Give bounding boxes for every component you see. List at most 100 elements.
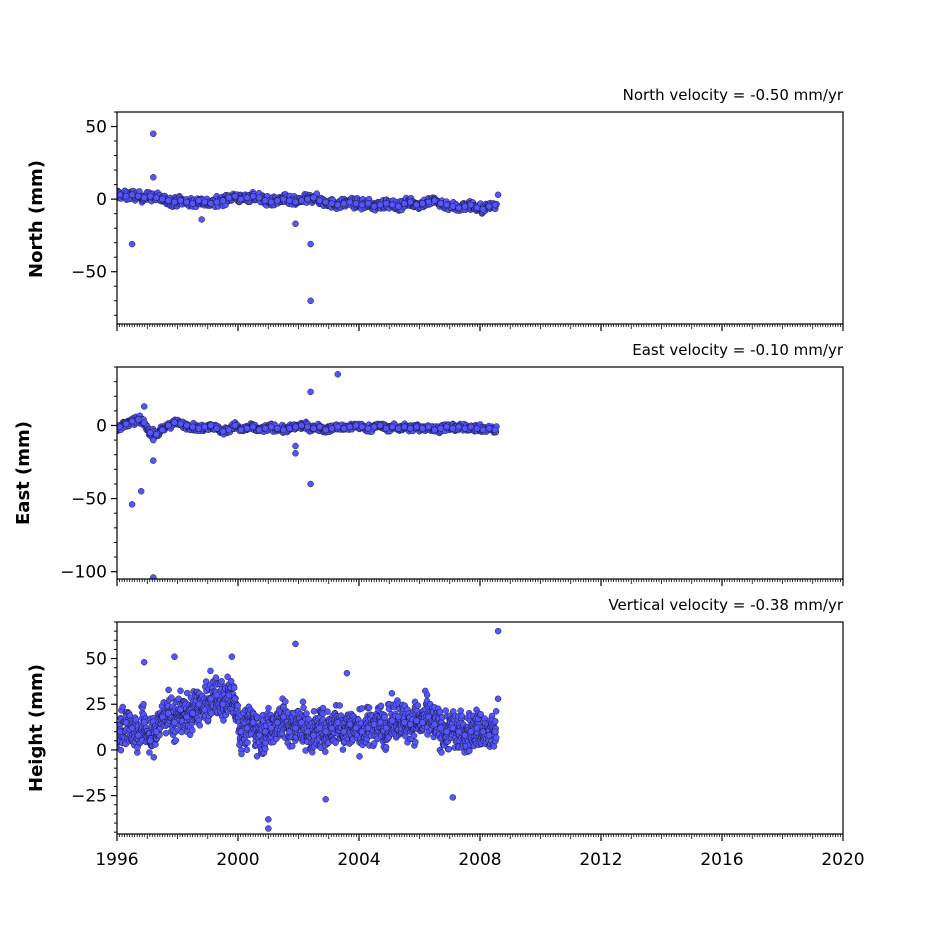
data-point <box>364 200 372 207</box>
data-point <box>364 724 372 732</box>
data-point <box>268 198 275 206</box>
data-point <box>466 747 473 755</box>
data-point <box>322 728 329 735</box>
data-point <box>122 192 130 200</box>
data-point <box>208 710 215 717</box>
data-point <box>340 425 348 432</box>
data-point <box>449 425 457 432</box>
data-point <box>307 388 314 396</box>
y-tick-label: −50 <box>71 263 107 283</box>
data-point <box>494 191 502 199</box>
data-point <box>324 708 331 715</box>
data-point <box>423 691 431 699</box>
data-point <box>189 423 196 431</box>
data-point <box>150 574 157 579</box>
data-point <box>358 201 366 209</box>
data-point <box>165 197 172 204</box>
data-point <box>352 724 360 732</box>
data-point <box>140 419 148 426</box>
data-point <box>202 678 210 685</box>
east-velocity-label: East velocity = -0.10 mm/yr <box>632 341 844 359</box>
data-point <box>298 197 305 204</box>
data-point <box>310 194 317 201</box>
data-point <box>479 728 487 735</box>
height-y-axis-label: Height (mm) <box>26 664 47 792</box>
data-point <box>332 739 339 747</box>
data-point <box>268 423 275 431</box>
data-point <box>207 667 214 675</box>
data-point <box>265 816 272 823</box>
data-point <box>255 732 263 739</box>
data-point <box>370 721 378 728</box>
data-point <box>292 640 299 648</box>
data-point <box>425 713 432 721</box>
data-point <box>485 203 493 210</box>
data-point <box>358 728 366 735</box>
data-point <box>128 240 136 248</box>
data-point <box>238 750 245 758</box>
data-point <box>140 194 148 201</box>
data-point <box>219 428 227 435</box>
data-point <box>431 721 438 728</box>
data-point <box>150 436 157 444</box>
data-point <box>150 174 157 181</box>
north-panel: North velocity = -0.50 mm/yr North (mm) … <box>26 86 844 331</box>
data-point <box>491 728 499 735</box>
data-point <box>122 420 130 428</box>
data-point <box>292 442 299 450</box>
data-point <box>150 457 157 464</box>
data-point <box>119 703 126 711</box>
data-point <box>449 724 457 732</box>
data-point <box>224 673 231 681</box>
data-point <box>140 658 148 666</box>
data-point <box>395 203 402 210</box>
data-point <box>477 710 484 718</box>
data-point <box>230 684 238 692</box>
data-point <box>207 200 215 207</box>
data-point <box>147 737 154 745</box>
data-point <box>303 710 310 717</box>
data-point <box>339 746 347 753</box>
data-point <box>437 425 444 432</box>
data-point <box>140 700 147 708</box>
data-point <box>316 197 323 204</box>
data-point <box>401 423 408 431</box>
data-point <box>322 426 329 434</box>
data-point <box>455 728 463 735</box>
data-point <box>165 686 172 694</box>
data-point <box>219 197 227 204</box>
data-point <box>265 704 272 712</box>
data-point <box>195 700 202 708</box>
data-point <box>300 704 307 711</box>
data-point <box>177 706 184 713</box>
data-point <box>336 702 343 709</box>
data-point <box>485 425 493 432</box>
data-point <box>213 198 221 206</box>
data-point <box>316 423 323 431</box>
data-point <box>171 198 178 206</box>
data-point <box>282 698 289 705</box>
data-point <box>218 678 225 685</box>
data-point <box>189 200 196 207</box>
data-point <box>491 717 499 725</box>
data-point <box>280 426 287 434</box>
data-point <box>479 206 487 213</box>
data-point <box>292 724 299 732</box>
data-point <box>413 423 420 431</box>
data-point <box>286 197 293 204</box>
data-point <box>455 204 463 212</box>
data-point <box>274 719 281 726</box>
data-point <box>494 695 502 703</box>
data-point <box>436 708 444 716</box>
data-point <box>137 488 145 495</box>
data-point <box>298 719 305 726</box>
data-point <box>292 423 299 431</box>
east-y-axis-label: East (mm) <box>13 421 34 525</box>
data-point <box>274 425 281 432</box>
data-point <box>310 708 318 715</box>
data-point <box>146 749 153 756</box>
data-point <box>243 724 251 732</box>
data-point <box>231 192 239 200</box>
data-point <box>298 422 305 429</box>
data-point <box>140 719 148 726</box>
